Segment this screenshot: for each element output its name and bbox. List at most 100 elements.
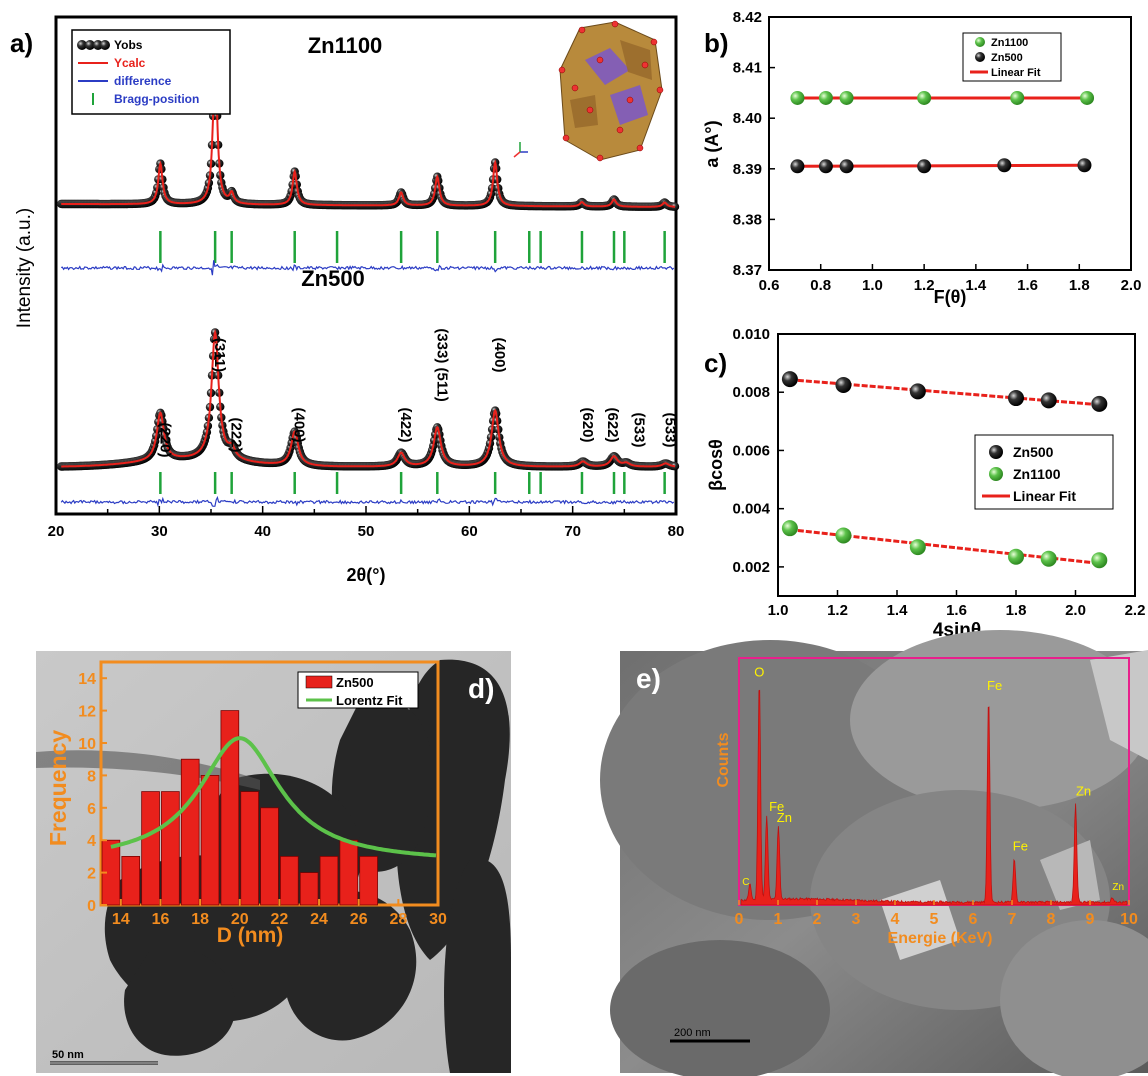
data-point-Zn500	[1077, 158, 1091, 172]
data-point-Zn1100	[790, 91, 804, 105]
x-tick-label: 28	[389, 911, 407, 928]
hkl-label: (622)	[604, 407, 621, 442]
edx-peak-label: Fe	[1013, 839, 1028, 854]
x-tick-label: 80	[668, 523, 685, 540]
data-point-Zn1100	[1010, 91, 1024, 105]
legend-ycalc: Ycalc	[114, 56, 146, 70]
legend-zn1100: Zn1100	[1013, 466, 1061, 482]
x-tick-label: 7	[1008, 911, 1017, 928]
data-point-Zn500	[835, 377, 851, 393]
x-tick-label: 16	[152, 911, 170, 928]
x-tick-label: 26	[350, 911, 368, 928]
histogram-bar	[320, 856, 338, 905]
ycalc-line-Zn500	[61, 332, 675, 466]
x-tick-label: 40	[254, 523, 271, 540]
histogram-bar	[241, 792, 259, 905]
x-tick-label: 1.6	[1017, 277, 1038, 294]
edx-ylabel: Counts	[715, 732, 732, 787]
hkl-label: (400)	[491, 337, 508, 372]
y-tick-label: 0.004	[732, 501, 770, 518]
histogram-bar	[181, 759, 199, 905]
histogram-xlabel: D (nm)	[217, 924, 284, 947]
legend-lorentz-fit: Lorentz Fit	[336, 693, 403, 708]
x-tick-label: 10	[1120, 911, 1138, 928]
x-tick-label: 1.8	[1006, 602, 1027, 619]
difference-line-Zn500	[61, 498, 674, 507]
series-title-zn1100: Zn1100	[308, 33, 383, 58]
y-tick-label: 0	[87, 898, 96, 915]
y-tick-label: 14	[78, 671, 96, 688]
x-tick-label: 2	[813, 911, 822, 928]
hkl-label: (422)	[397, 407, 414, 442]
x-tick-label: 8	[1047, 911, 1056, 928]
data-point-Zn500	[997, 158, 1011, 172]
data-point-Zn1100	[835, 527, 851, 543]
edx-peak-label: C	[742, 877, 749, 888]
x-tick-label: 2.2	[1125, 602, 1146, 619]
panel-c-legend: Zn500 Zn1100 Linear Fit	[975, 435, 1113, 509]
histogram-bar	[261, 808, 279, 905]
x-tick-label: 0.8	[810, 277, 831, 294]
data-point-Zn500	[917, 159, 931, 173]
x-tick-label: 3	[852, 911, 861, 928]
data-point-Zn500	[1091, 396, 1107, 412]
panel-a-ylabel: Intensity (a.u.)	[14, 208, 35, 328]
x-tick-label: 20	[48, 523, 65, 540]
x-tick-label: 60	[461, 523, 478, 540]
x-tick-label: 14	[112, 911, 130, 928]
panel-e: 200 nm e) COFeZnFeFeZnZn0 1 2 3 4 5 6 7 8 9 10 Ene…	[600, 630, 1148, 1076]
data-point-Zn500	[1008, 390, 1024, 406]
x-tick-label: 1.4	[965, 277, 987, 294]
hkl-label: (333) (511)	[433, 328, 450, 401]
data-point-Zn500	[1041, 392, 1057, 408]
y-tick-label: 0.006	[732, 442, 770, 459]
panel-c: c) 1.0 1.2 1.4 1.6 1.8 2.0 2.2 0.002 0.004 0.006 0…	[704, 326, 1145, 641]
y-tick-label: 8.42	[733, 9, 762, 26]
y-tick-label: 6	[87, 801, 96, 818]
histogram-bar	[300, 873, 318, 905]
legend-bragg: Bragg-position	[114, 92, 199, 106]
x-tick-label: 1.2	[827, 602, 848, 619]
x-tick-label: 4	[891, 911, 900, 928]
x-tick-label: 50	[358, 523, 375, 540]
edx-peak-label: Zn	[777, 810, 792, 825]
hkl-label: (222)	[228, 417, 245, 452]
legend-zn1100: Zn1100	[991, 37, 1028, 49]
legend-yobs: Yobs	[114, 38, 143, 52]
histogram-bar	[280, 856, 298, 905]
y-tick-label: 8.38	[733, 211, 762, 228]
panel-b-frame	[769, 17, 1131, 270]
hkl-label: (311)	[211, 338, 228, 372]
panel-b-legend: Zn1100 Zn500 Linear Fit	[963, 33, 1061, 81]
data-point-Zn1100	[1080, 91, 1094, 105]
data-point-Zn1100	[840, 91, 854, 105]
data-point-Zn500	[819, 159, 833, 173]
x-tick-label: 9	[1086, 911, 1095, 928]
x-tick-label: 2.0	[1065, 602, 1086, 619]
panel-a-legend: Yobs Ycalc difference Bragg-position	[72, 30, 230, 114]
legend-linear-fit: Linear Fit	[1013, 488, 1076, 504]
panel-d: 50 nm d) 14 16 18 20 22 24 26 28 3002468101214 Z…	[36, 651, 511, 1073]
x-tick-label: 70	[564, 523, 581, 540]
data-point-Zn1100	[819, 91, 833, 105]
x-tick-label: 1.0	[768, 602, 789, 619]
y-tick-label: 0.008	[732, 384, 770, 401]
hkl-label: (533)	[630, 412, 647, 447]
hkl-label: (400)	[291, 407, 308, 442]
x-tick-label: 1.4	[887, 602, 909, 619]
histogram-ylabel: Frequency	[45, 730, 71, 847]
y-tick-label: 0.002	[732, 559, 770, 576]
x-tick-label: 1.8	[1069, 277, 1090, 294]
x-tick-label: 30	[151, 523, 168, 540]
y-tick-label: 12	[78, 704, 96, 721]
scale-bar-label: 200 nm	[674, 1027, 711, 1039]
data-point-Zn1100	[1041, 551, 1057, 567]
panel-c-label: c)	[704, 348, 727, 378]
x-tick-label: 1.0	[862, 277, 883, 294]
panel-b: b) 0.6 0.8 1.0 1.2 1.4 1.6 1.8 2.08.378.388.398…	[702, 9, 1141, 307]
hkl-label: (220)	[156, 422, 173, 457]
x-tick-label: 2.0	[1121, 277, 1142, 294]
legend-zn500: Zn500	[991, 52, 1023, 64]
panel-e-label: e)	[636, 663, 661, 694]
